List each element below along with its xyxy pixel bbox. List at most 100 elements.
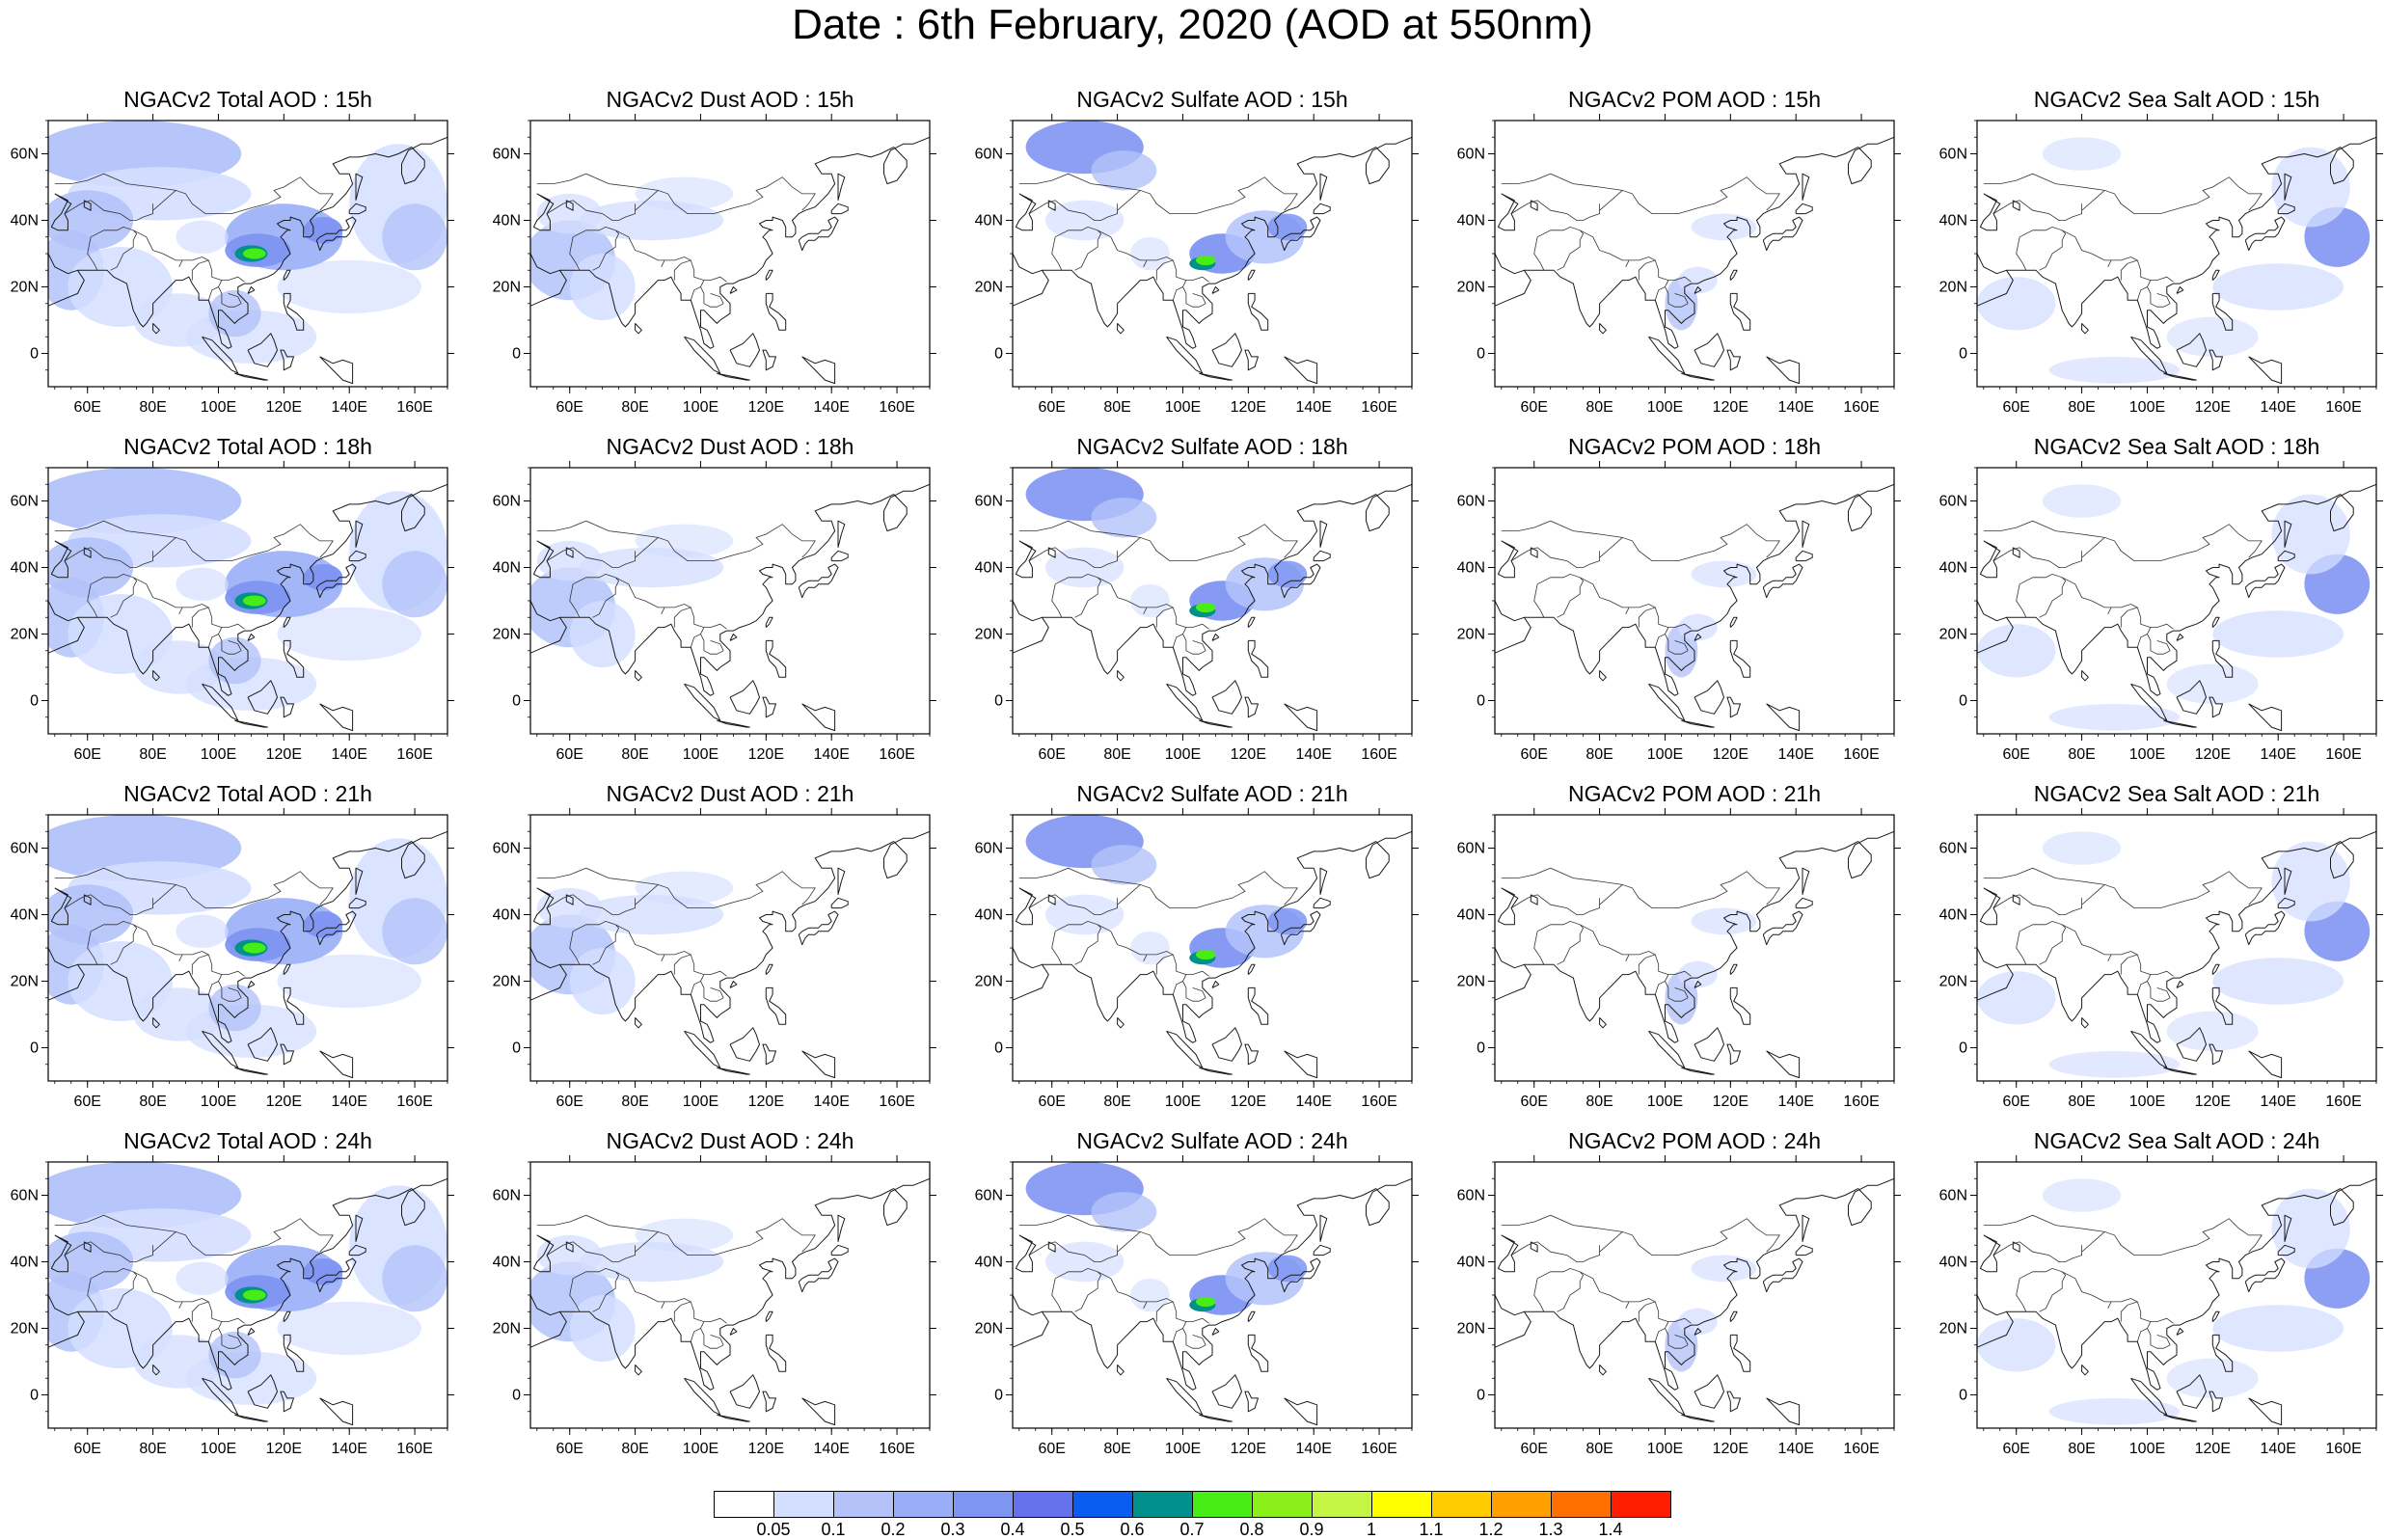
x-tick-label: 140E: [332, 1441, 367, 1457]
colorbar-label: 1.2: [1478, 1520, 1504, 1539]
coastline: [1013, 1177, 1412, 1426]
country-borders: [1501, 867, 1780, 1002]
map-panel-dust-0: NGACv2 Dust AOD : 15h 60E 80E 100E 120E 140E 1…: [482, 86, 978, 439]
y-tick-label: 60N: [11, 1188, 39, 1204]
panel-title: NGACv2 Sea Salt AOD : 21h: [2033, 781, 2320, 806]
colorbar-swatch: [1371, 1491, 1432, 1518]
coastline: [530, 136, 930, 385]
colorbar-label: 0.7: [1179, 1520, 1205, 1539]
aod-field: [48, 121, 447, 385]
colorbar-label: 0.4: [1000, 1520, 1025, 1539]
x-tick-label: 100E: [1647, 1441, 1683, 1457]
y-tick-label: 20N: [493, 1321, 521, 1337]
x-tick-label: 160E: [1843, 399, 1879, 416]
aod-patch: [277, 607, 421, 662]
coastline: [48, 1177, 447, 1426]
y-tick-label: 60N: [1939, 841, 1967, 857]
x-tick-label: 60E: [556, 1094, 583, 1110]
colorbar-swatch: [1551, 1491, 1612, 1518]
x-tick-label: 100E: [201, 1441, 236, 1457]
y-tick-label: 40N: [975, 1255, 1003, 1271]
aod-patch: [1091, 498, 1157, 538]
map-panel-total-2: NGACv2 Total AOD : 21h 60E 80E 100E 120E 140E…: [0, 780, 496, 1133]
aod-patch: [242, 942, 266, 954]
y-tick-label: 20N: [975, 280, 1003, 296]
aod-field: [48, 1162, 447, 1426]
x-tick-label: 80E: [1103, 1441, 1130, 1457]
y-tick-label: 40N: [1939, 560, 1967, 577]
x-tick-label: 140E: [332, 1094, 367, 1110]
y-tick-label: 0: [512, 1388, 521, 1404]
aod-patch: [1045, 547, 1125, 588]
map-plot: 60E 80E 100E 120E 140E 160E 60N 40N 20N 0: [1939, 114, 2383, 416]
x-tick-label: 160E: [1843, 1094, 1879, 1110]
y-tick-label: 0: [30, 1040, 39, 1057]
panel-title: NGACv2 POM AOD : 18h: [1567, 434, 1822, 459]
y-tick-label: 40N: [11, 907, 39, 924]
x-tick-label: 140E: [2261, 1441, 2296, 1457]
x-tick-label: 100E: [1647, 746, 1683, 763]
x-tick-label: 120E: [2195, 1441, 2231, 1457]
x-tick-label: 120E: [266, 1094, 302, 1110]
x-tick-label: 80E: [621, 746, 648, 763]
aod-patch: [1267, 1255, 1308, 1283]
colorbar-label: 1.3: [1538, 1520, 1563, 1539]
x-tick-label: 60E: [1038, 1441, 1065, 1457]
aod-patch: [635, 524, 734, 558]
aod-patch: [2212, 263, 2344, 311]
x-tick-label: 120E: [1713, 1094, 1748, 1110]
y-tick-label: 0: [1477, 693, 1485, 710]
coastline: [1013, 136, 1412, 385]
aod-field: [530, 830, 930, 1079]
x-tick-label: 140E: [332, 399, 367, 416]
panel-title: NGACv2 POM AOD : 21h: [1567, 781, 1822, 806]
aod-patch: [1091, 845, 1157, 885]
x-tick-label: 100E: [2129, 1094, 2165, 1110]
aod-patch: [277, 1301, 421, 1356]
country-borders: [1983, 520, 2263, 655]
x-tick-label: 140E: [1296, 746, 1332, 763]
x-tick-label: 100E: [683, 746, 718, 763]
x-tick-label: 160E: [1361, 399, 1396, 416]
x-tick-label: 120E: [1713, 399, 1748, 416]
x-tick-label: 160E: [879, 399, 914, 416]
aod-patch: [1678, 960, 1718, 988]
y-tick-label: 0: [994, 346, 1003, 363]
y-tick-label: 40N: [975, 560, 1003, 577]
map-plot: 60E 80E 100E 120E 140E 160E 60N 40N 20N 0: [1457, 461, 1901, 763]
y-tick-label: 40N: [493, 213, 521, 230]
y-tick-label: 40N: [493, 560, 521, 577]
coastline: [1977, 483, 2376, 732]
y-tick-label: 0: [1477, 1040, 1485, 1057]
x-tick-label: 100E: [1165, 746, 1201, 763]
aod-patch: [176, 567, 229, 602]
map-frame: [1494, 467, 1895, 735]
y-tick-label: 60N: [975, 147, 1003, 163]
panel-title: NGACv2 POM AOD : 24h: [1567, 1128, 1822, 1153]
country-borders: [536, 520, 816, 655]
aod-field: [1013, 468, 1412, 732]
x-tick-label: 100E: [2129, 399, 2165, 416]
x-tick-label: 120E: [1231, 399, 1266, 416]
x-tick-label: 100E: [1165, 399, 1201, 416]
x-tick-label: 60E: [73, 746, 100, 763]
x-tick-label: 80E: [1585, 1094, 1613, 1110]
y-tick-label: 60N: [1457, 1188, 1485, 1204]
aod-patch: [1267, 560, 1308, 588]
y-tick-label: 60N: [1457, 841, 1485, 857]
page-title: Date : 6th February, 2020 (AOD at 550nm): [792, 1, 1593, 48]
x-tick-label: 140E: [814, 1441, 850, 1457]
colorbar-swatch: [714, 1491, 774, 1518]
x-tick-label: 60E: [556, 746, 583, 763]
map-plot: 60E 80E 100E 120E 140E 160E 60N 40N 20N 0: [975, 114, 1419, 416]
map-plot: 60E 80E 100E 120E 140E 160E 60N 40N 20N 0: [11, 1155, 454, 1457]
aod-patch: [208, 1331, 261, 1379]
y-tick-label: 60N: [1939, 147, 1967, 163]
aod-patch: [1130, 1278, 1170, 1312]
x-tick-label: 100E: [683, 1094, 718, 1110]
y-tick-label: 0: [1959, 346, 1967, 363]
y-tick-label: 20N: [493, 974, 521, 990]
colorbar-label: 0.2: [881, 1520, 906, 1539]
x-tick-label: 60E: [1520, 399, 1547, 416]
map-plot: 60E 80E 100E 120E 140E 160E 60N 40N 20N 0: [1457, 1155, 1901, 1457]
